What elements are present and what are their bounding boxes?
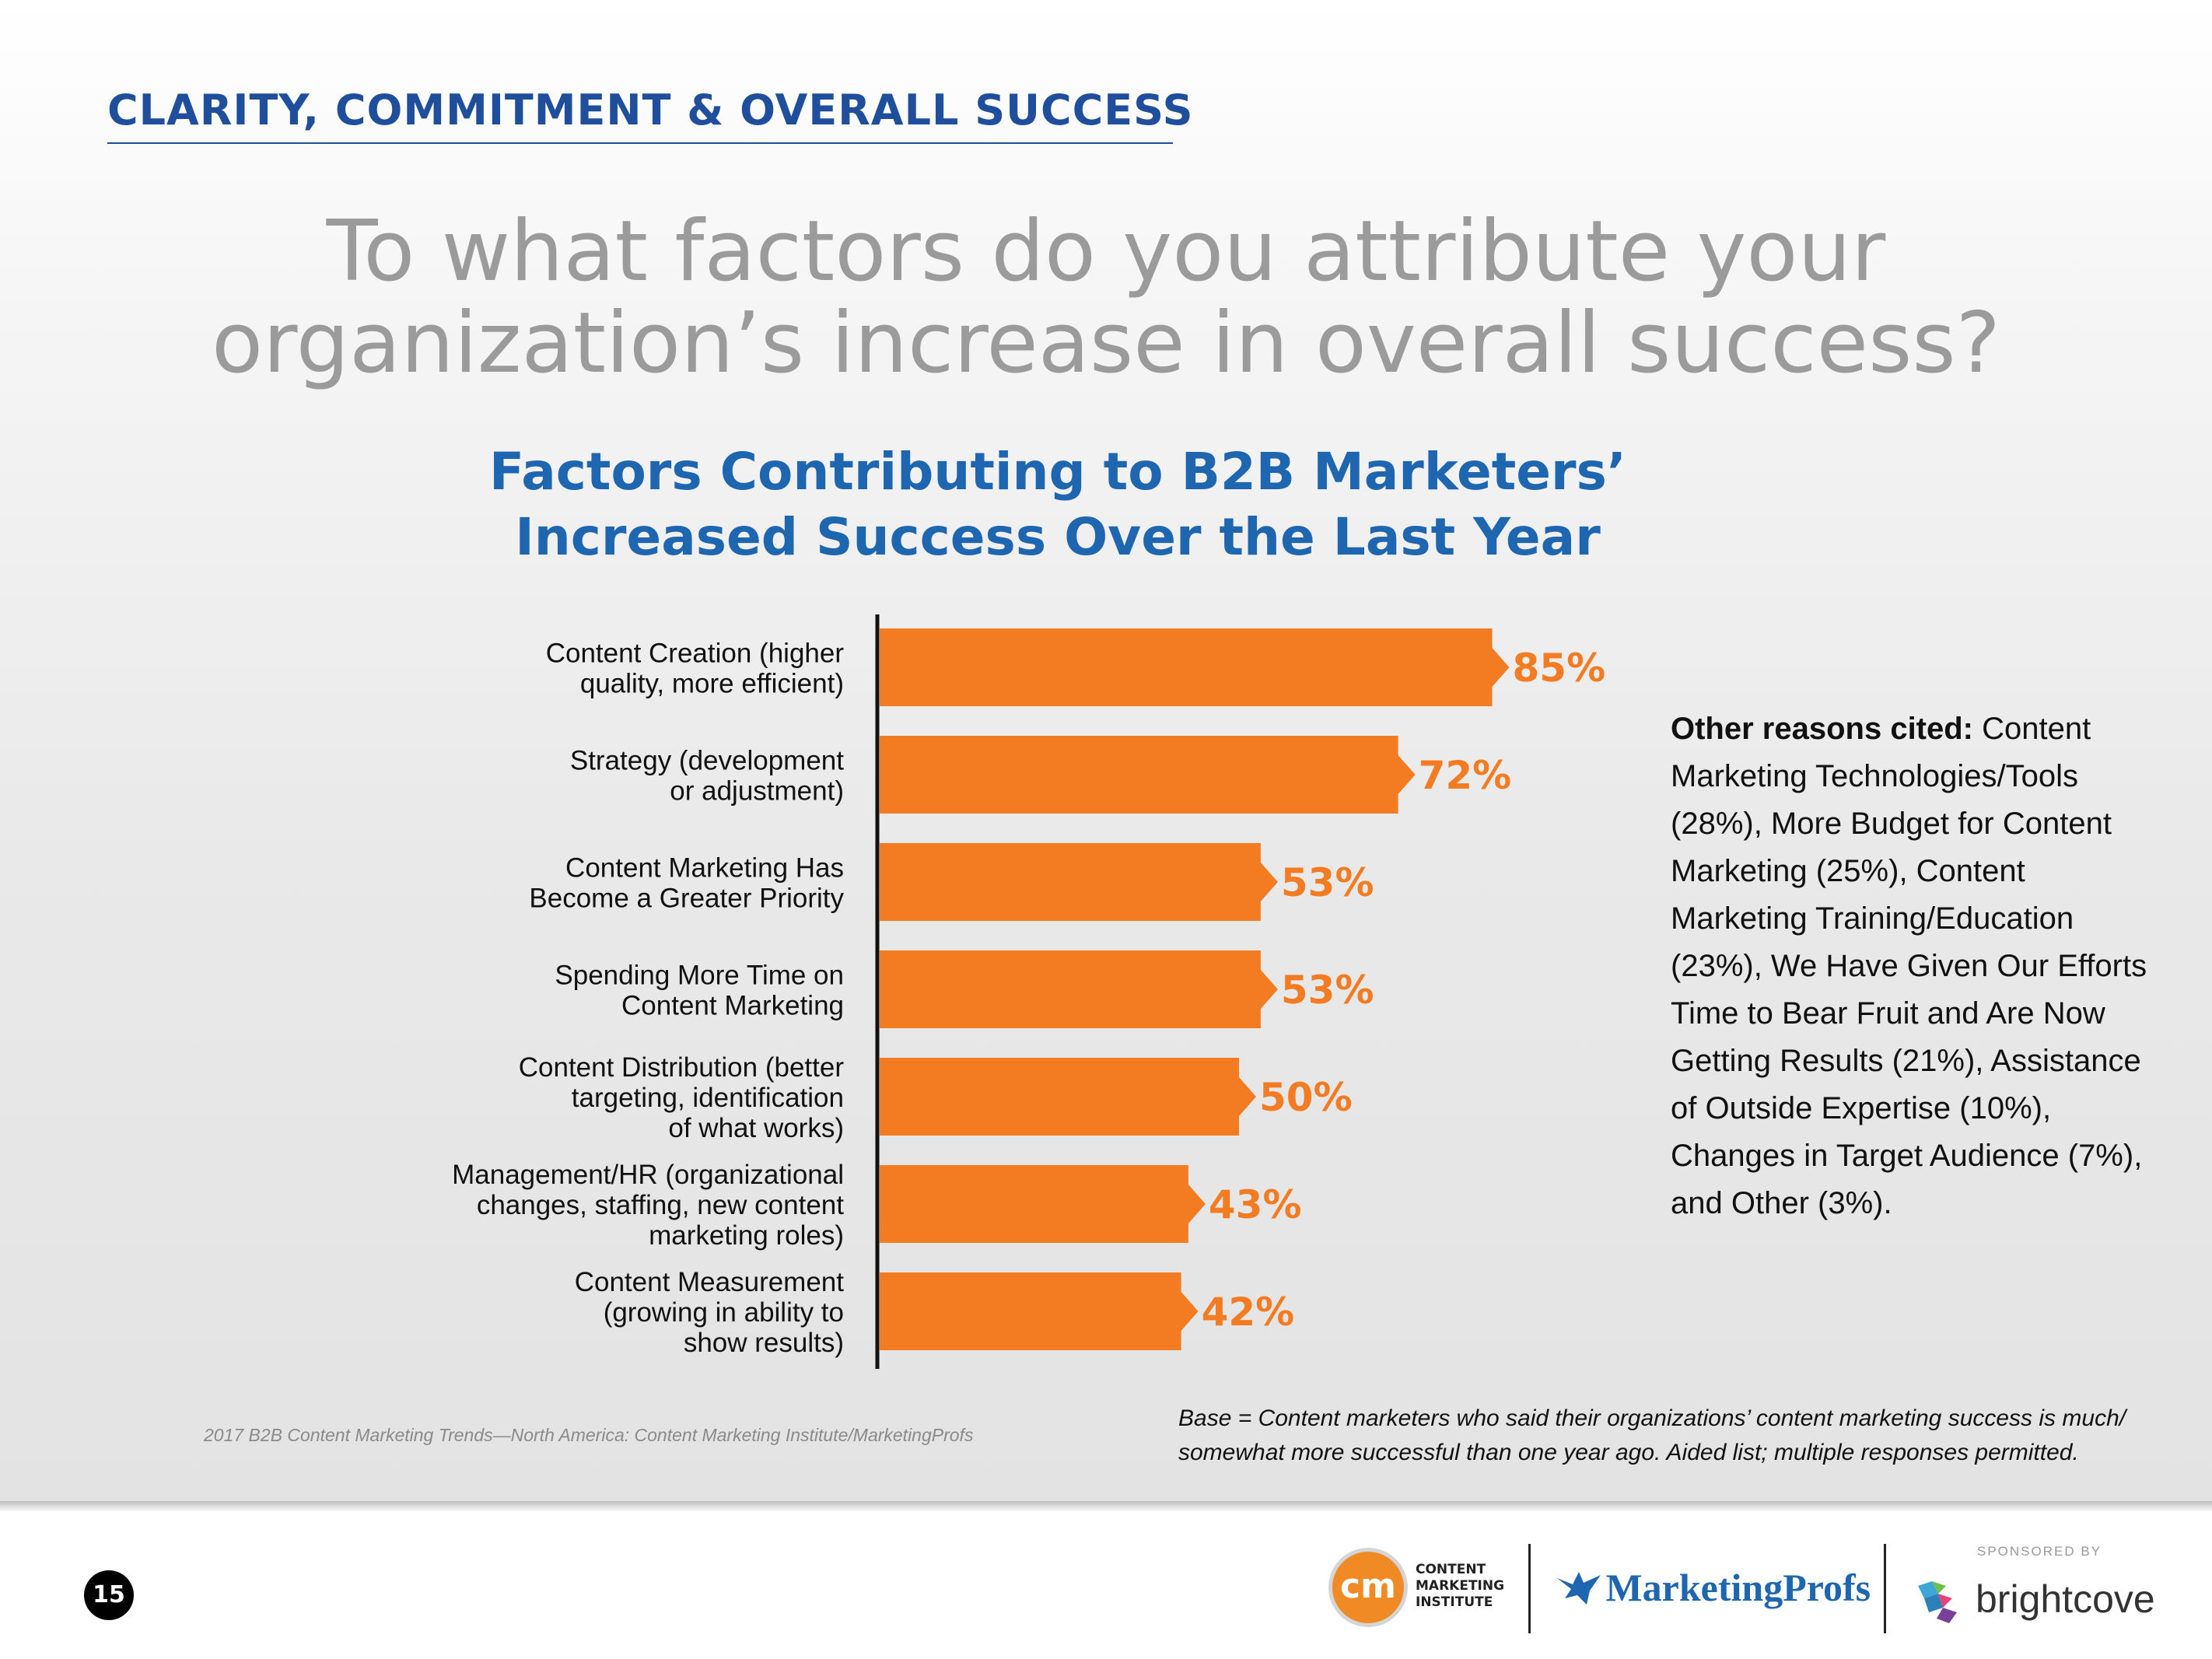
cmi-line-2: MARKETING xyxy=(1416,1578,1505,1594)
slide-background: CLARITY, COMMITMENT & OVERALL SUCCESS To… xyxy=(0,0,2212,1501)
other-reasons-lead: Other reasons cited: xyxy=(1671,712,1974,746)
category-label-line: Strategy (development xyxy=(570,746,844,776)
bar-2 xyxy=(880,736,1416,814)
other-reasons-body: Content Marketing Technologies/Tools (28… xyxy=(1671,712,2147,1220)
logo-separator xyxy=(1528,1544,1531,1633)
bar-7 xyxy=(880,1272,1199,1350)
value-label-1: 85% xyxy=(1513,646,1606,691)
source-note: 2017 B2B Content Marketing Trends—North … xyxy=(204,1425,974,1445)
category-label-line: marketing roles) xyxy=(649,1220,844,1251)
section-title-underline xyxy=(107,142,1173,144)
value-label-6: 43% xyxy=(1209,1182,1302,1227)
marketingprofs-logo: MarketingProfs xyxy=(1556,1565,1871,1610)
bar-6 xyxy=(880,1165,1206,1243)
category-label-line: or adjustment) xyxy=(670,776,844,807)
category-label-line: Become a Greater Priority xyxy=(529,884,844,914)
category-label-line: Spending More Time on xyxy=(555,961,844,991)
category-label-line: (growing in ability to xyxy=(604,1297,844,1328)
base-note: Base = Content marketers who said their … xyxy=(1178,1405,2126,1465)
category-label-6: Management/HR (organizational changes, st… xyxy=(452,1160,844,1251)
sponsored-by-label: SPONSORED BY xyxy=(1977,1544,2102,1559)
category-label-line: changes, staffing, new content xyxy=(477,1190,844,1220)
category-label-line: of what works) xyxy=(668,1113,844,1143)
brightcove-wordmark: brightcove xyxy=(1976,1577,2155,1621)
category-label-5: Content Distribution (better targeting, i… xyxy=(519,1052,845,1143)
category-label-2: Strategy (development or adjustment) xyxy=(570,746,844,807)
cmi-logo-text: CONTENT MARKETING INSTITUTE xyxy=(1416,1562,1504,1611)
value-label-4: 53% xyxy=(1281,968,1374,1013)
bar-5 xyxy=(880,1058,1256,1136)
cmi-line-3: INSTITUTE xyxy=(1416,1594,1493,1610)
category-label-line: Content Marketing Has xyxy=(565,853,844,884)
bar-1 xyxy=(880,628,1510,706)
category-label-line: Content Creation (higher xyxy=(546,639,845,669)
question-line-2: organization’s increase in overall succe… xyxy=(212,295,2000,392)
marketingprofs-wordmark: MarketingProfs xyxy=(1605,1566,1871,1609)
cmi-line-1: CONTENT xyxy=(1416,1562,1486,1577)
category-label-line: Management/HR (organizational xyxy=(452,1160,844,1190)
category-label-1: Content Creation (higher quality, more ef… xyxy=(546,639,845,699)
category-label-3: Content Marketing Has Become a Greater Pr… xyxy=(529,853,844,914)
question-heading: To what factors do you attribute your or… xyxy=(0,206,2212,390)
value-label-7: 42% xyxy=(1202,1290,1295,1335)
logo-separator xyxy=(1884,1544,1886,1633)
brightcove-mark-icon xyxy=(1918,1581,1957,1623)
section-title: CLARITY, COMMITMENT & OVERALL SUCCESS xyxy=(107,86,1194,135)
other-reasons-text: Other reasons cited: Content Marketing T… xyxy=(1671,705,2168,1227)
category-label-line: show results) xyxy=(684,1328,844,1358)
category-label-4: Spending More Time on Content Marketing xyxy=(555,961,844,1021)
value-label-5: 50% xyxy=(1259,1075,1353,1120)
question-line-1: To what factors do you attribute your xyxy=(326,203,1886,300)
bar-chart: 85% Content Creation (higher quality, more… xyxy=(452,614,1606,1369)
category-label-line: Content Distribution (better xyxy=(519,1052,845,1083)
cmi-logo-icon: cm xyxy=(1328,1548,1408,1627)
category-label-7: Content Measurement (growing in ability t… xyxy=(575,1267,845,1358)
value-label-3: 53% xyxy=(1281,860,1374,905)
chart-title: Factors Contributing to B2B Marketers’ I… xyxy=(436,439,1680,570)
chart-title-line-1: Factors Contributing to B2B Marketers’ xyxy=(489,442,1626,502)
category-label-line: quality, more efficient) xyxy=(580,669,844,699)
value-label-2: 72% xyxy=(1419,753,1512,798)
category-label-line: Content Measurement xyxy=(575,1267,845,1297)
footer-divider xyxy=(0,1501,2212,1512)
category-label-line: Content Marketing xyxy=(621,991,844,1021)
bar-3 xyxy=(880,843,1278,921)
chart-title-line-2: Increased Success Over the Last Year xyxy=(515,507,1601,567)
page-number: 15 xyxy=(84,1570,134,1620)
bar-4 xyxy=(880,950,1278,1028)
bird-icon xyxy=(1557,1572,1601,1605)
category-label-line: targeting, identification xyxy=(572,1083,844,1113)
